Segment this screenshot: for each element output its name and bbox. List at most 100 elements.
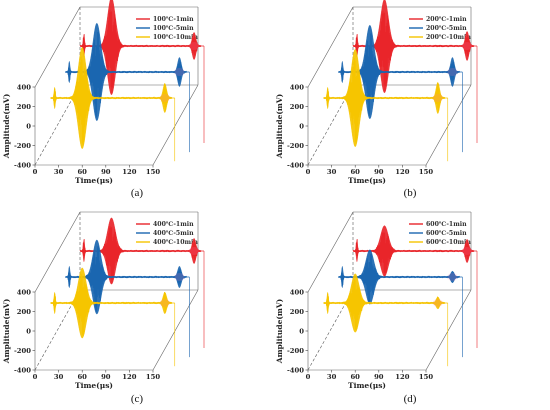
x-tick-label: 60	[77, 168, 87, 176]
legend-entry: 200℃-10min	[426, 34, 471, 41]
series-envelope	[50, 47, 173, 149]
legend-entry: 200℃-5min	[426, 25, 467, 32]
x-tick-label: 150	[146, 373, 160, 381]
end-peak-glow	[432, 94, 443, 102]
y-axis-title: Amplitude(mV)	[2, 299, 11, 364]
y-tick-label: 400	[290, 83, 304, 91]
x-tick-label: 30	[327, 373, 337, 381]
legend-entry: 200℃-1min	[426, 16, 467, 23]
y-tick-label: 400	[17, 83, 31, 91]
series-envelope	[80, 217, 202, 285]
x-axis-title: Time(μs)	[348, 176, 386, 185]
y-tick-label: 400	[17, 288, 31, 296]
y-axis-title: Amplitude(mV)	[275, 94, 284, 159]
y-tick-label: 0	[299, 327, 304, 335]
end-peak-glow	[159, 299, 170, 307]
x-tick-label: 60	[77, 373, 87, 381]
box-edge	[34, 211, 81, 293]
series-envelope	[353, 0, 475, 94]
end-peak-glow	[462, 42, 473, 50]
legend-entry: 100℃-10min	[153, 34, 198, 41]
series-envelope	[50, 267, 172, 339]
chart-panel-4: 0 30 60 90 120 150 -400 -200 0 200 400 Time(μs) Ampl…	[275, 211, 478, 405]
y-tick-label: -200	[287, 142, 304, 150]
box-edge	[307, 211, 354, 293]
panel-label: (b)	[404, 187, 417, 199]
x-tick-label: 0	[33, 168, 38, 176]
series-envelope	[323, 49, 446, 147]
series-envelope	[353, 225, 475, 277]
series-envelope	[323, 273, 445, 333]
y-tick-label: 0	[299, 122, 304, 130]
series-envelope	[338, 249, 460, 305]
y-tick-label: 200	[17, 103, 31, 111]
box-edge	[425, 289, 472, 371]
x-tick-label: 0	[33, 373, 38, 381]
panel-label: (a)	[131, 187, 144, 199]
legend-entry: 600℃-5min	[426, 230, 467, 237]
x-tick-label: 90	[374, 373, 384, 381]
end-peak-glow	[447, 68, 458, 76]
chart-panel-2: 0 30 60 90 120 150 -400 -200 0 200 400 Time(μs) Ampl…	[275, 0, 478, 199]
y-tick-label: 200	[290, 103, 304, 111]
legend-entry: 400℃-5min	[153, 230, 194, 237]
end-peak-glow	[174, 68, 185, 76]
legend-entry: 600℃-1min	[426, 221, 467, 228]
series-envelope	[338, 24, 460, 120]
panel-label: (c)	[131, 393, 144, 405]
series-envelope	[65, 239, 187, 315]
legend-entry: 400℃-1min	[153, 221, 194, 228]
x-tick-label: 120	[395, 373, 409, 381]
end-peak-glow	[447, 273, 458, 281]
box-edge	[34, 6, 81, 88]
x-tick-label: 90	[101, 373, 111, 381]
end-peak-glow	[462, 247, 473, 255]
x-tick-label: 90	[374, 168, 384, 176]
x-tick-label: 120	[122, 168, 136, 176]
y-tick-label: -400	[14, 161, 31, 169]
chart-panel-1: 0 30 60 90 120 150 -400 -200 0 200 400 Time(μs) Ampl…	[2, 0, 205, 199]
x-tick-label: 0	[306, 168, 311, 176]
x-tick-label: 30	[327, 168, 337, 176]
y-tick-label: -400	[287, 161, 304, 169]
x-tick-label: 0	[306, 373, 311, 381]
x-tick-label: 30	[54, 168, 64, 176]
y-tick-label: 400	[290, 288, 304, 296]
legend-entry: 600℃-10min	[426, 239, 471, 246]
end-peak-glow	[189, 42, 200, 50]
x-tick-label: 30	[54, 373, 64, 381]
x-tick-label: 60	[350, 373, 360, 381]
x-axis-title: Time(μs)	[348, 381, 386, 390]
end-peak-glow	[189, 247, 200, 255]
y-axis-title: Amplitude(mV)	[275, 299, 284, 364]
box-edge	[152, 84, 199, 166]
end-peak-glow	[174, 273, 185, 281]
box-edge	[152, 289, 199, 371]
y-axis-title: Amplitude(mV)	[2, 94, 11, 159]
legend-entry: 100℃-1min	[153, 16, 194, 23]
y-tick-label: -200	[14, 347, 31, 355]
x-tick-label: 120	[122, 373, 136, 381]
x-tick-label: 150	[419, 168, 433, 176]
x-tick-label: 120	[395, 168, 409, 176]
y-tick-label: 200	[290, 308, 304, 316]
y-tick-label: -400	[287, 366, 304, 374]
x-axis-title: Time(μs)	[75, 381, 113, 390]
end-peak-glow	[159, 94, 170, 102]
y-tick-label: -200	[14, 142, 31, 150]
panel-label: (d)	[404, 393, 417, 405]
y-tick-label: 0	[26, 122, 31, 130]
series-envelope	[65, 23, 187, 121]
y-tick-label: 0	[26, 327, 31, 335]
y-tick-label: -400	[14, 366, 31, 374]
y-tick-label: -200	[287, 347, 304, 355]
x-tick-label: 150	[146, 168, 160, 176]
legend-entry: 400℃-10min	[153, 239, 198, 246]
legend-entry: 100℃-5min	[153, 25, 194, 32]
chart-panel-3: 0 30 60 90 120 150 -400 -200 0 200 400 Time(μs) Ampl…	[2, 211, 205, 405]
x-axis-title: Time(μs)	[75, 176, 113, 185]
box-edge	[425, 84, 472, 166]
box-edge	[307, 6, 354, 88]
